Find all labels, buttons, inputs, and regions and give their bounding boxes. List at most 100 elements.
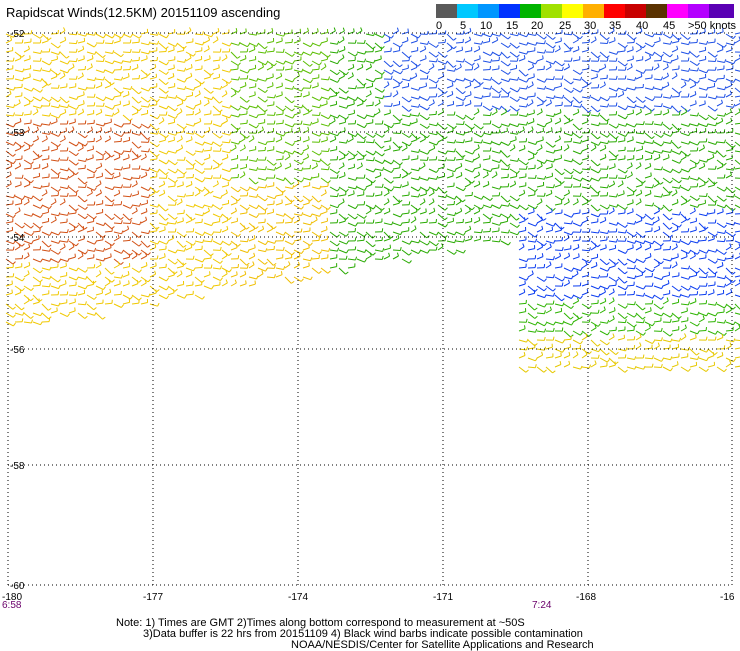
wind-barb-flag — [536, 42, 538, 45]
wind-barb — [204, 250, 211, 256]
wind-barb — [96, 52, 103, 58]
wind-barb-flag — [715, 220, 716, 223]
wind-barb — [168, 275, 174, 277]
wind-barb-flag — [580, 136, 583, 138]
wind-barb-flag — [499, 192, 500, 195]
wind-barb — [312, 69, 319, 70]
wind-barb — [501, 70, 508, 74]
wind-barb-flag — [608, 230, 609, 233]
wind-barb — [294, 220, 300, 223]
wind-barb-flag — [13, 247, 14, 250]
wind-barb-flag — [559, 136, 560, 139]
wind-barb-flag — [607, 56, 610, 58]
wind-barb — [231, 43, 239, 45]
wind-barb-flag — [598, 58, 599, 61]
wind-barb — [141, 106, 149, 107]
wind-barb-flag — [65, 37, 66, 40]
wind-barb-flag — [38, 136, 39, 139]
wind-barb — [393, 51, 400, 52]
wind-barb-flag — [76, 292, 77, 295]
wind-barb — [519, 149, 525, 151]
wind-barb-flag — [310, 85, 311, 88]
wind-barb-flag — [149, 42, 150, 45]
wind-barb-flag — [68, 239, 69, 242]
wind-barb-flag — [418, 188, 420, 191]
wind-barb — [600, 106, 608, 107]
wind-barb — [303, 113, 309, 115]
wind-barb-flag — [155, 271, 156, 274]
wind-barb — [114, 193, 120, 196]
wind-barb-flag — [245, 271, 246, 274]
wind-barb — [240, 274, 246, 277]
wind-barb — [33, 196, 40, 201]
wind-barb-flag — [256, 125, 258, 128]
wind-barb-flag — [617, 88, 619, 91]
wind-barb — [375, 240, 382, 241]
wind-barb-flag — [301, 200, 304, 202]
wind-barb — [735, 313, 740, 315]
wind-barb-flag — [652, 136, 655, 138]
wind-barb-flag — [329, 123, 331, 126]
wind-barb — [24, 301, 29, 304]
wind-barb — [51, 106, 59, 108]
wind-barb — [168, 60, 175, 61]
wind-barb-flag — [572, 322, 574, 325]
wind-barb — [645, 328, 650, 331]
wind-barb — [276, 106, 283, 111]
wind-barb — [141, 277, 148, 282]
wind-barb-flag — [427, 242, 429, 245]
wind-barb-flag — [22, 244, 25, 246]
wind-barb — [276, 258, 283, 259]
wind-barb — [69, 277, 77, 280]
wind-barb-flag — [527, 86, 528, 89]
wind-barb-flag — [112, 173, 115, 175]
wind-barb — [366, 133, 373, 138]
wind-barb — [591, 148, 596, 151]
wind-barb-flag — [302, 168, 303, 171]
wind-barb-flag — [417, 137, 420, 139]
wind-barb-flag — [516, 136, 517, 140]
wind-barb — [177, 259, 184, 265]
wind-barb-flag — [373, 245, 376, 247]
wind-barb — [600, 232, 608, 234]
wind-barb — [177, 295, 185, 298]
wind-barb-flag — [571, 82, 574, 84]
wind-barb-flag — [212, 233, 214, 236]
wind-barb — [69, 130, 74, 133]
wind-barb — [717, 212, 723, 214]
wind-barb — [663, 187, 669, 193]
wind-barb-flag — [281, 136, 282, 139]
wind-barb — [708, 33, 715, 34]
wind-barb-flag — [607, 263, 610, 265]
wind-barb-flag — [374, 32, 375, 35]
wind-barb — [42, 177, 49, 178]
wind-barb — [510, 148, 515, 151]
wind-barb — [168, 77, 174, 80]
wind-barb-flag — [156, 262, 157, 266]
wind-barb — [456, 151, 462, 157]
wind-barb-flag — [227, 154, 228, 157]
wind-barb-flag — [155, 64, 156, 67]
wind-barb-flag — [595, 244, 596, 247]
wind-barb-flag — [128, 226, 129, 229]
wind-barb-flag — [410, 241, 412, 244]
wind-barb-flag — [527, 79, 529, 82]
wind-barb-flag — [85, 316, 88, 318]
wind-barb-flag — [563, 340, 565, 343]
wind-barb — [240, 59, 246, 61]
wind-barb-flag — [667, 73, 668, 76]
wind-barb-flag — [572, 214, 574, 217]
wind-barb-flag — [599, 113, 600, 116]
wind-barb — [15, 142, 22, 147]
wind-barb — [42, 186, 49, 187]
wind-barb-flag — [706, 138, 707, 142]
wind-barb-flag — [338, 50, 339, 53]
wind-barb-flag — [148, 100, 151, 103]
wind-barb — [645, 78, 652, 79]
wind-barb-flag — [362, 100, 363, 103]
wind-barb-flag — [410, 78, 411, 81]
wind-barb-flag — [181, 108, 183, 111]
wind-barb — [591, 77, 597, 79]
wind-barb — [456, 97, 463, 101]
wind-barb — [681, 250, 688, 254]
